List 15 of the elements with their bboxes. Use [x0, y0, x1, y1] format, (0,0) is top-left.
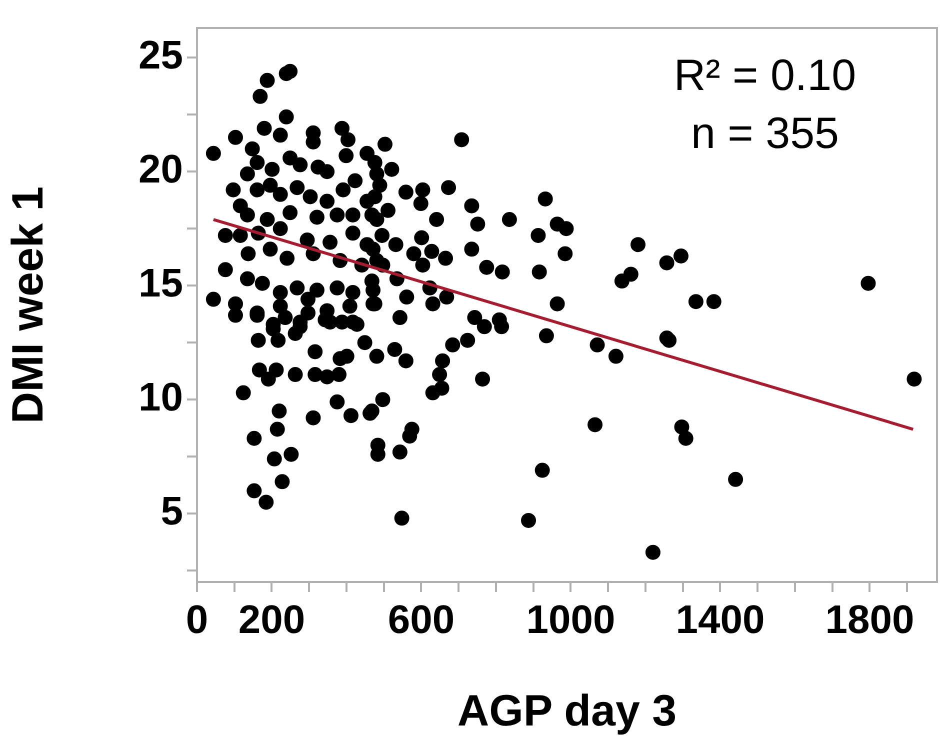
- y-tick-label: 20: [138, 148, 183, 192]
- annotation: n = 355: [690, 109, 840, 158]
- x-tick-label: 600: [388, 598, 455, 642]
- x-tick-label: 200: [238, 598, 306, 642]
- y-tick-label: 5: [160, 490, 183, 534]
- y-tick-label: 25: [138, 34, 183, 78]
- x-axis-title: AGP day 3: [457, 686, 677, 736]
- y-tick-label: 10: [138, 376, 183, 420]
- y-axis-title: DMI week 1: [4, 186, 53, 424]
- x-tick-label: 0: [186, 598, 208, 642]
- annotation: R² = 0.10: [674, 51, 856, 100]
- x-tick-label: 1800: [825, 598, 914, 642]
- x-tick-label: 1400: [676, 598, 765, 642]
- x-tick-label: 1000: [526, 598, 616, 642]
- y-tick-label: 15: [138, 262, 183, 306]
